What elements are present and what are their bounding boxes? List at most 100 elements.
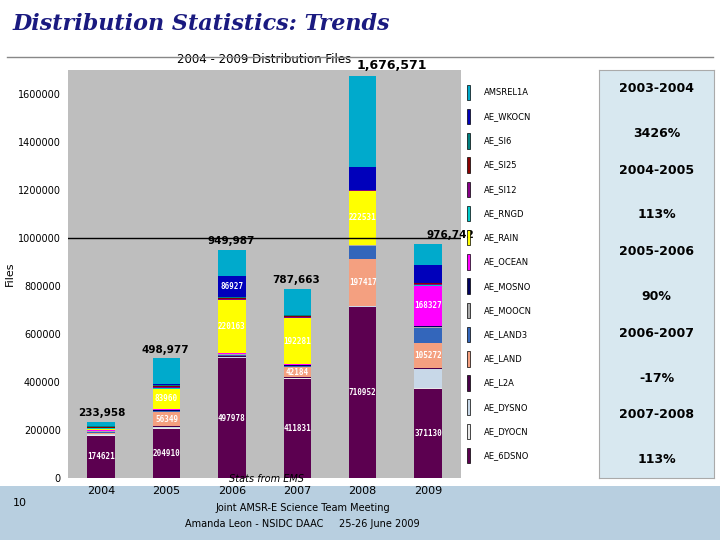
Text: AE_MOOCN: AE_MOOCN <box>484 306 532 315</box>
Text: AE_LAND: AE_LAND <box>484 354 523 363</box>
Bar <box>87 431 114 432</box>
Bar <box>415 283 442 284</box>
Bar <box>153 386 180 387</box>
Bar <box>415 286 442 326</box>
Bar <box>349 259 377 306</box>
Text: 222531: 222531 <box>348 213 377 222</box>
Bar <box>218 250 246 276</box>
Text: 86927: 86927 <box>220 282 243 292</box>
Bar <box>467 327 470 342</box>
Text: 10: 10 <box>13 498 27 508</box>
Bar <box>467 85 470 100</box>
Text: AE_LAND3: AE_LAND3 <box>484 330 528 339</box>
Bar <box>467 351 470 367</box>
Text: 113%: 113% <box>637 208 676 221</box>
Text: 174621: 174621 <box>87 453 115 462</box>
Bar <box>467 375 470 391</box>
Y-axis label: Files: Files <box>5 262 15 286</box>
Bar <box>218 358 246 359</box>
Bar <box>349 246 377 259</box>
Bar <box>153 388 180 389</box>
Bar <box>467 279 470 294</box>
Bar <box>218 356 246 357</box>
Text: 2007-2008: 2007-2008 <box>619 408 694 421</box>
Text: 371130: 371130 <box>414 429 442 438</box>
Bar <box>415 265 442 283</box>
Text: 498,977: 498,977 <box>142 345 189 355</box>
Bar <box>87 436 114 478</box>
Text: AE_SI25: AE_SI25 <box>484 160 518 170</box>
Bar <box>87 422 114 426</box>
Bar <box>415 285 442 286</box>
Text: 83960: 83960 <box>155 394 178 403</box>
Text: AE_6DSNO: AE_6DSNO <box>484 451 530 460</box>
Text: AE_SI6: AE_SI6 <box>484 137 513 145</box>
Bar <box>153 428 180 429</box>
Bar <box>284 317 311 318</box>
Bar <box>87 429 114 430</box>
Bar <box>284 318 311 319</box>
Text: AMSREL1A: AMSREL1A <box>484 88 529 97</box>
Bar <box>87 434 114 435</box>
Bar <box>415 369 442 388</box>
Bar <box>349 167 377 190</box>
Bar <box>218 355 246 356</box>
Bar <box>153 387 180 388</box>
Text: 2005-2006: 2005-2006 <box>619 245 694 258</box>
Title: 2004 - 2009 Distribution Files: 2004 - 2009 Distribution Files <box>177 53 352 66</box>
Text: 497978: 497978 <box>218 414 246 423</box>
Text: 233,958: 233,958 <box>78 408 125 418</box>
Text: AE_DYOCN: AE_DYOCN <box>484 427 528 436</box>
Bar <box>87 428 114 429</box>
Text: 56349: 56349 <box>155 415 178 424</box>
Bar <box>467 254 470 269</box>
Bar <box>153 427 180 428</box>
Bar <box>284 367 311 377</box>
Bar <box>153 389 180 409</box>
Bar <box>415 327 442 328</box>
Bar <box>349 191 377 245</box>
Text: AE_MOSNO: AE_MOSNO <box>484 282 531 291</box>
Bar <box>349 307 377 478</box>
Bar <box>218 354 246 355</box>
Bar <box>415 328 442 343</box>
Bar <box>467 230 470 246</box>
Bar <box>87 426 114 427</box>
Text: Distribution Statistics: Trends: Distribution Statistics: Trends <box>13 14 390 36</box>
Bar <box>415 343 442 368</box>
Bar <box>467 448 470 463</box>
Bar <box>153 410 180 411</box>
Text: AE_WKOCN: AE_WKOCN <box>484 112 531 121</box>
Bar <box>153 413 180 426</box>
Text: 2004-2005: 2004-2005 <box>619 164 694 177</box>
Text: 197417: 197417 <box>348 278 377 287</box>
Bar <box>87 432 114 433</box>
Bar <box>415 244 442 265</box>
Bar <box>467 400 470 415</box>
Bar <box>153 385 180 386</box>
Text: Stats from EMS: Stats from EMS <box>229 474 304 484</box>
Text: AE_OCEAN: AE_OCEAN <box>484 258 529 266</box>
Bar <box>284 379 311 478</box>
Bar <box>153 429 180 478</box>
Text: 168327: 168327 <box>414 301 442 310</box>
Bar <box>153 426 180 427</box>
Text: 42184: 42184 <box>286 368 309 376</box>
Bar <box>284 289 311 315</box>
Text: 710952: 710952 <box>348 388 377 397</box>
Bar <box>218 276 246 298</box>
Text: AE_DYSNO: AE_DYSNO <box>484 403 528 411</box>
Bar <box>153 409 180 410</box>
Bar <box>284 319 311 364</box>
Text: AE_L2A: AE_L2A <box>484 379 515 388</box>
Bar <box>415 368 442 369</box>
Bar <box>284 315 311 316</box>
Text: Amanda Leon - NSIDC DAAC     25-26 June 2009: Amanda Leon - NSIDC DAAC 25-26 June 2009 <box>185 519 420 529</box>
Bar <box>415 326 442 327</box>
Bar <box>87 430 114 431</box>
Text: 976,742: 976,742 <box>427 230 474 240</box>
Text: 949,987: 949,987 <box>207 237 254 246</box>
Bar <box>467 206 470 221</box>
Bar <box>153 411 180 413</box>
Text: 113%: 113% <box>637 453 676 466</box>
